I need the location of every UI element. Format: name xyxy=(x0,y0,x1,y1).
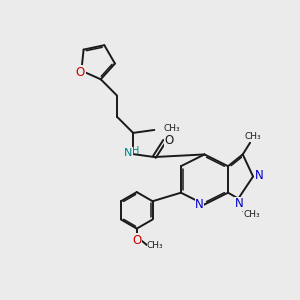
Text: O: O xyxy=(132,234,141,247)
Text: N: N xyxy=(124,148,132,158)
Text: O: O xyxy=(164,134,174,147)
Text: N: N xyxy=(195,198,204,211)
Text: CH₃: CH₃ xyxy=(164,124,180,133)
Text: N: N xyxy=(235,197,243,210)
Text: N: N xyxy=(255,169,263,182)
Text: CH₃: CH₃ xyxy=(244,132,261,141)
Text: CH₃: CH₃ xyxy=(244,210,260,219)
Text: O: O xyxy=(76,66,85,79)
Text: CH₃: CH₃ xyxy=(147,241,164,250)
Text: H: H xyxy=(132,146,139,156)
